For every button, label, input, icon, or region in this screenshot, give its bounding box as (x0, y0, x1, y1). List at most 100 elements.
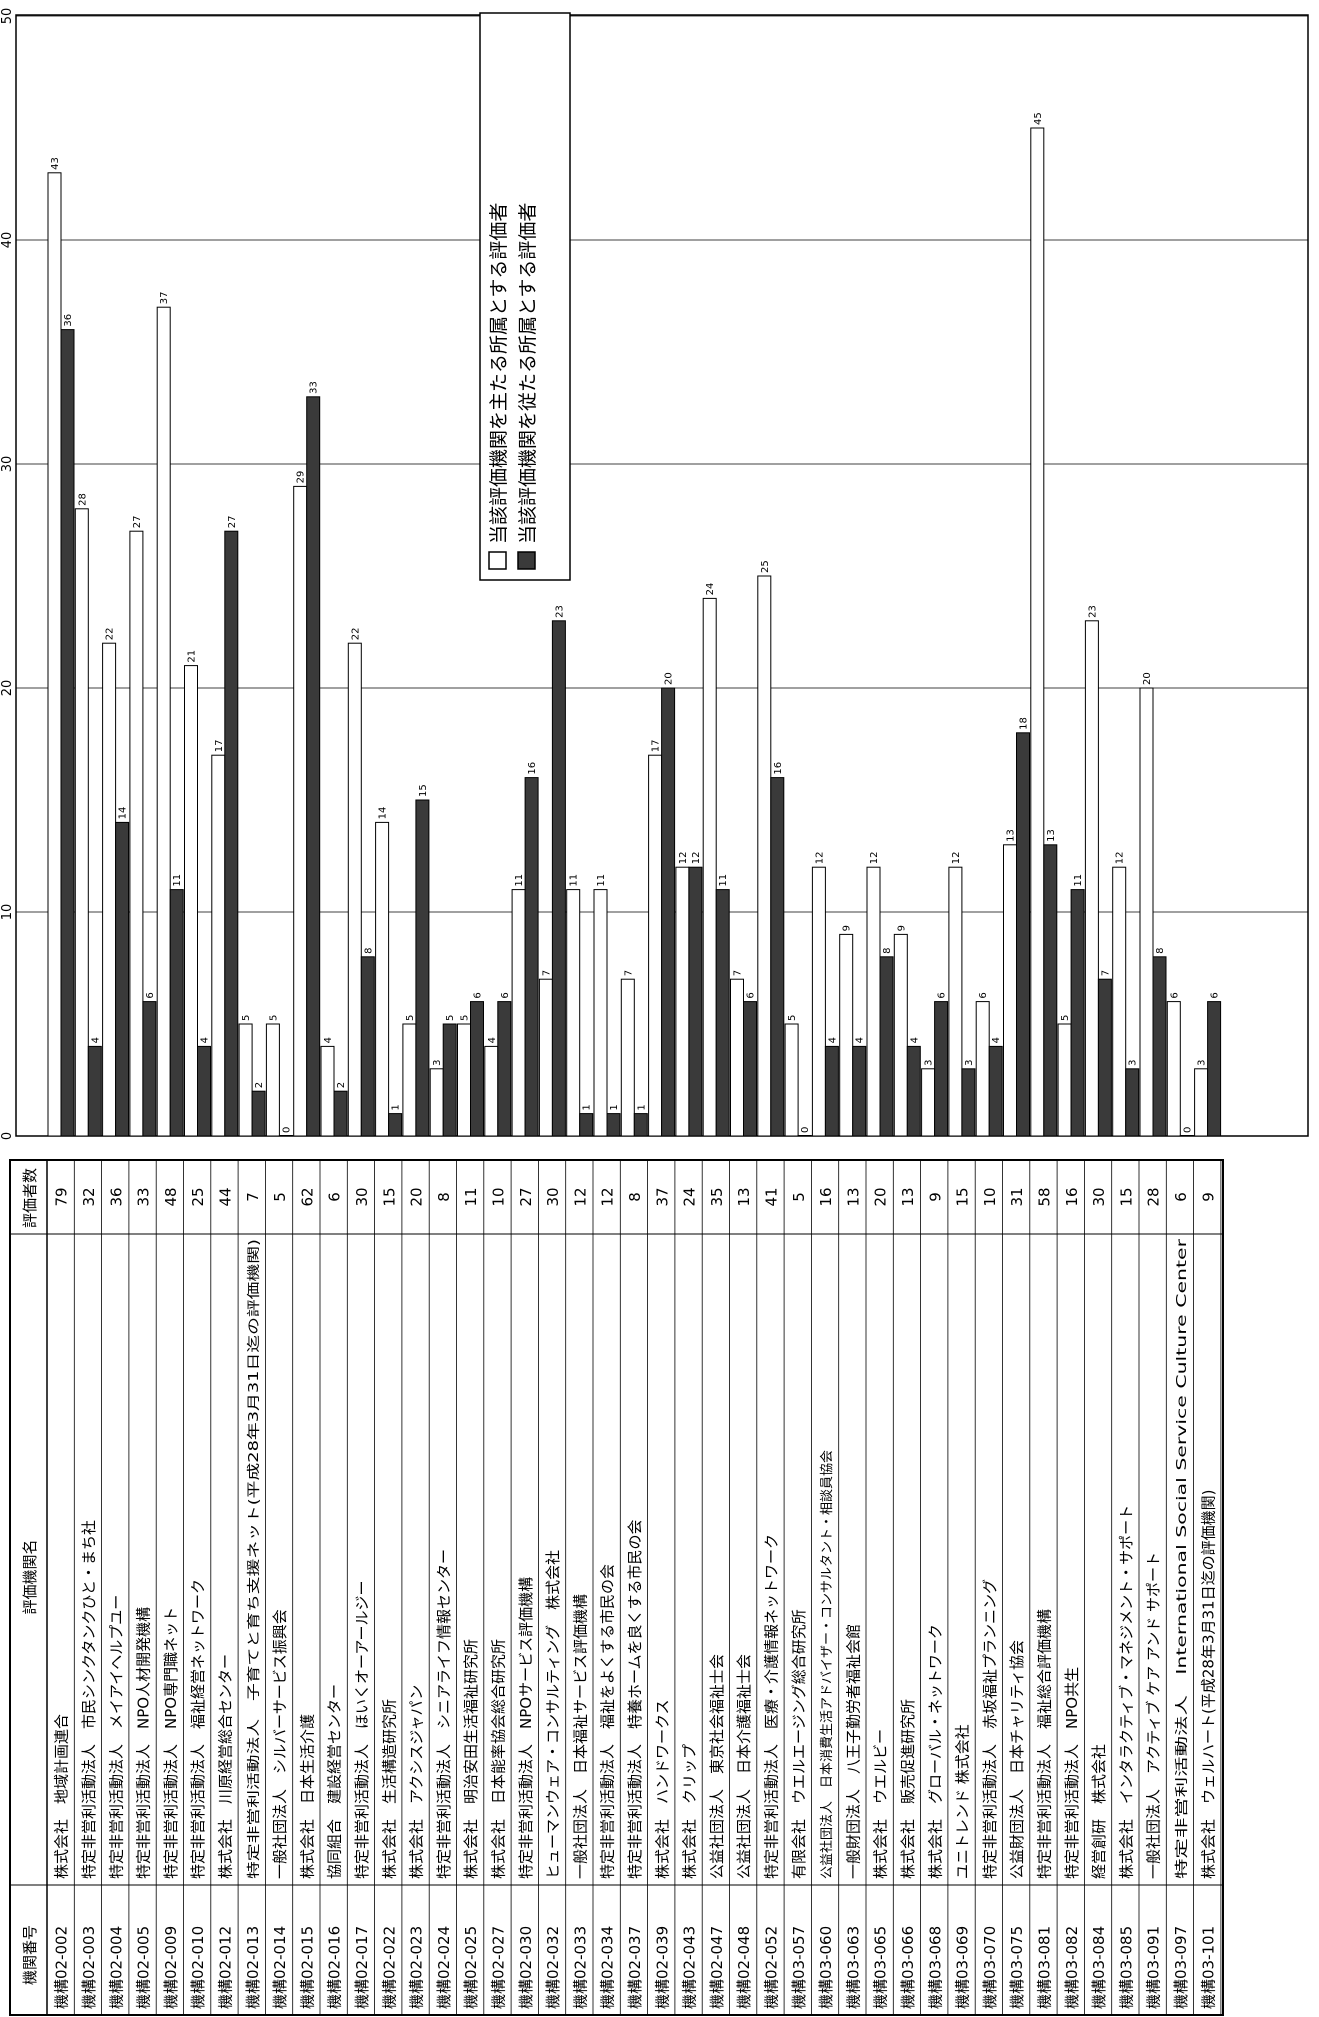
institution-id: 機構03-057 (790, 1926, 808, 2009)
table-row: 機構02-003 特定非営利活動法人 市民シンクタンクひと・まち社 32 (80, 1187, 98, 2009)
value-label-secondary: 0 (281, 1127, 292, 1133)
table-row: 機構02-032 ヒューマンウェア・コンサルティング 株式会社 30 (544, 1187, 562, 2009)
institution-name: 特定非営利活動法人 福祉をよくする市民の会 (599, 1564, 617, 1879)
bar-primary (320, 1045, 335, 1137)
institution-id: 機構02-047 (708, 1926, 726, 2009)
table-row: 機構02-013 特定非営利活動法人 子育てと育ち支援ネット(平成28年3月31日… (244, 1192, 262, 2009)
value-label-secondary: 15 (418, 784, 429, 797)
axis-tick-label: 20 (0, 680, 15, 697)
bar-primary (893, 933, 908, 1137)
value-label-secondary: 0 (800, 1127, 811, 1133)
value-label-secondary: 8 (882, 947, 893, 953)
table-row: 機構03-069 ユニトレンド 株式会社 15 (954, 1187, 972, 2009)
table-row: 機構03-085 株式会社 インタラクティブ・マネジメント・サポート 15 (1117, 1187, 1135, 2009)
evaluator-count: 8 (626, 1192, 644, 1202)
axis-tick-label: 0 (0, 1132, 15, 1140)
table-row: 機構02-014 一般社団法人 シルバーサービス振興会 5 (271, 1192, 289, 2009)
bar-primary (265, 1023, 280, 1137)
table-row: 機構03-101 株式会社 ウェルハート(平成28年3月31日迄の評価機関) 9 (1199, 1192, 1217, 2009)
value-label-secondary: 6 (937, 992, 948, 998)
bar-primary (74, 508, 89, 1137)
institution-name: 特定非営利活動法人 医療・介護情報ネットワーク (762, 1534, 780, 1879)
table-row: 機構03-065 株式会社 ウエルビー 20 (872, 1187, 890, 2009)
bar-primary (1084, 620, 1099, 1137)
value-label-primary: 5 (241, 1015, 252, 1021)
evaluator-count: 10 (981, 1187, 999, 1206)
bar-primary (648, 754, 663, 1137)
bar-secondary (661, 687, 676, 1137)
bar-primary (1003, 844, 1017, 1137)
bar-secondary (906, 1045, 921, 1137)
value-label-secondary: 12 (691, 851, 702, 864)
institution-id: 機構02-027 (489, 1926, 507, 2009)
value-label-primary: 11 (514, 874, 525, 887)
institution-id: 機構02-039 (653, 1926, 671, 2009)
bar-primary (238, 1023, 253, 1137)
bar-primary (784, 1023, 799, 1137)
table-row: 機構02-022 株式会社 生活構造研究所 15 (380, 1187, 398, 2009)
evaluator-count: 8 (435, 1192, 453, 1202)
value-label-primary: 9 (896, 925, 907, 931)
institution-id: 機構02-048 (735, 1926, 753, 2009)
value-label-secondary: 4 (855, 1037, 866, 1043)
evaluator-count: 7 (244, 1192, 262, 1202)
institution-name: 株式会社 日本生活介護 (298, 1714, 316, 1879)
bar-secondary (1043, 844, 1058, 1137)
table-row: 機構02-010 特定非営利活動法人 福祉経営ネットワーク 25 (189, 1187, 207, 2009)
evaluator-count: 13 (899, 1187, 917, 1206)
value-label-secondary: 1 (391, 1104, 402, 1110)
value-label-primary: 9 (842, 925, 853, 931)
value-label-primary: 29 (296, 471, 307, 484)
axis-tick-label: 10 (0, 904, 15, 921)
evaluator-count: 30 (1090, 1187, 1108, 1206)
bar-secondary (988, 1045, 1003, 1137)
table-row: 機構02-034 特定非営利活動法人 福祉をよくする市民の会 12 (599, 1187, 617, 2009)
value-label-secondary: 6 (746, 992, 757, 998)
bar-primary (1139, 687, 1154, 1137)
institution-id: 機構02-012 (216, 1926, 234, 2009)
bar-secondary (797, 1135, 812, 1137)
value-label-secondary: 4 (909, 1037, 920, 1043)
bar-secondary (251, 1090, 266, 1137)
value-label-primary: 4 (487, 1037, 498, 1043)
value-label-secondary: 4 (90, 1037, 101, 1043)
institution-name: 株式会社 グローバル・ネットワーク (926, 1624, 944, 1879)
table-row: 機構02-048 公益社団法人 日本介護福祉士会 13 (735, 1187, 753, 2009)
value-label-secondary: 0 (1182, 1127, 1193, 1133)
value-label-secondary: 14 (118, 807, 129, 820)
value-label-primary: 7 (541, 970, 552, 976)
table-row: 機構03-070 特定非営利活動法人 赤坂福祉プランニング 10 (981, 1187, 999, 2009)
bar-primary (347, 642, 362, 1137)
value-label-primary: 12 (678, 851, 689, 864)
value-label-primary: 13 (1006, 829, 1017, 842)
value-label-primary: 37 (159, 291, 170, 304)
institution-id: 機構02-010 (189, 1926, 207, 2009)
bar-secondary (961, 1068, 976, 1137)
institution-id: 機構02-037 (626, 1926, 644, 2009)
value-label-secondary: 1 (609, 1104, 620, 1110)
institution-id: 機構02-015 (298, 1926, 316, 2009)
bar-primary (375, 821, 390, 1137)
bar-secondary (1070, 889, 1085, 1137)
institution-id: 機構02-032 (544, 1926, 562, 2009)
institution-name: 株式会社 川原経営総合センター (216, 1654, 234, 1879)
evaluator-count: 20 (872, 1187, 890, 1206)
institution-id: 機構03-075 (1008, 1926, 1026, 2009)
bar-secondary (524, 777, 539, 1137)
institution-name: 特定非営利活動法人 福祉総合評価機構 (1035, 1609, 1053, 1879)
value-label-secondary: 1 (636, 1104, 647, 1110)
bar-secondary (333, 1090, 348, 1137)
bar-primary (921, 1068, 936, 1137)
evaluator-count: 37 (653, 1187, 671, 1206)
institution-name: 株式会社 クリップ (681, 1744, 699, 1879)
value-label-primary: 11 (596, 874, 607, 887)
value-label-primary: 43 (50, 157, 61, 170)
evaluator-count: 12 (599, 1187, 617, 1206)
value-label-secondary: 6 (500, 992, 511, 998)
institution-name: 株式会社 アクシスジャパン (408, 1685, 426, 1879)
value-label-primary: 5 (460, 1015, 471, 1021)
evaluator-count: 25 (189, 1187, 207, 1206)
bar-primary (1112, 866, 1127, 1137)
bar-secondary (1207, 1001, 1222, 1137)
value-label-secondary: 11 (718, 874, 729, 887)
